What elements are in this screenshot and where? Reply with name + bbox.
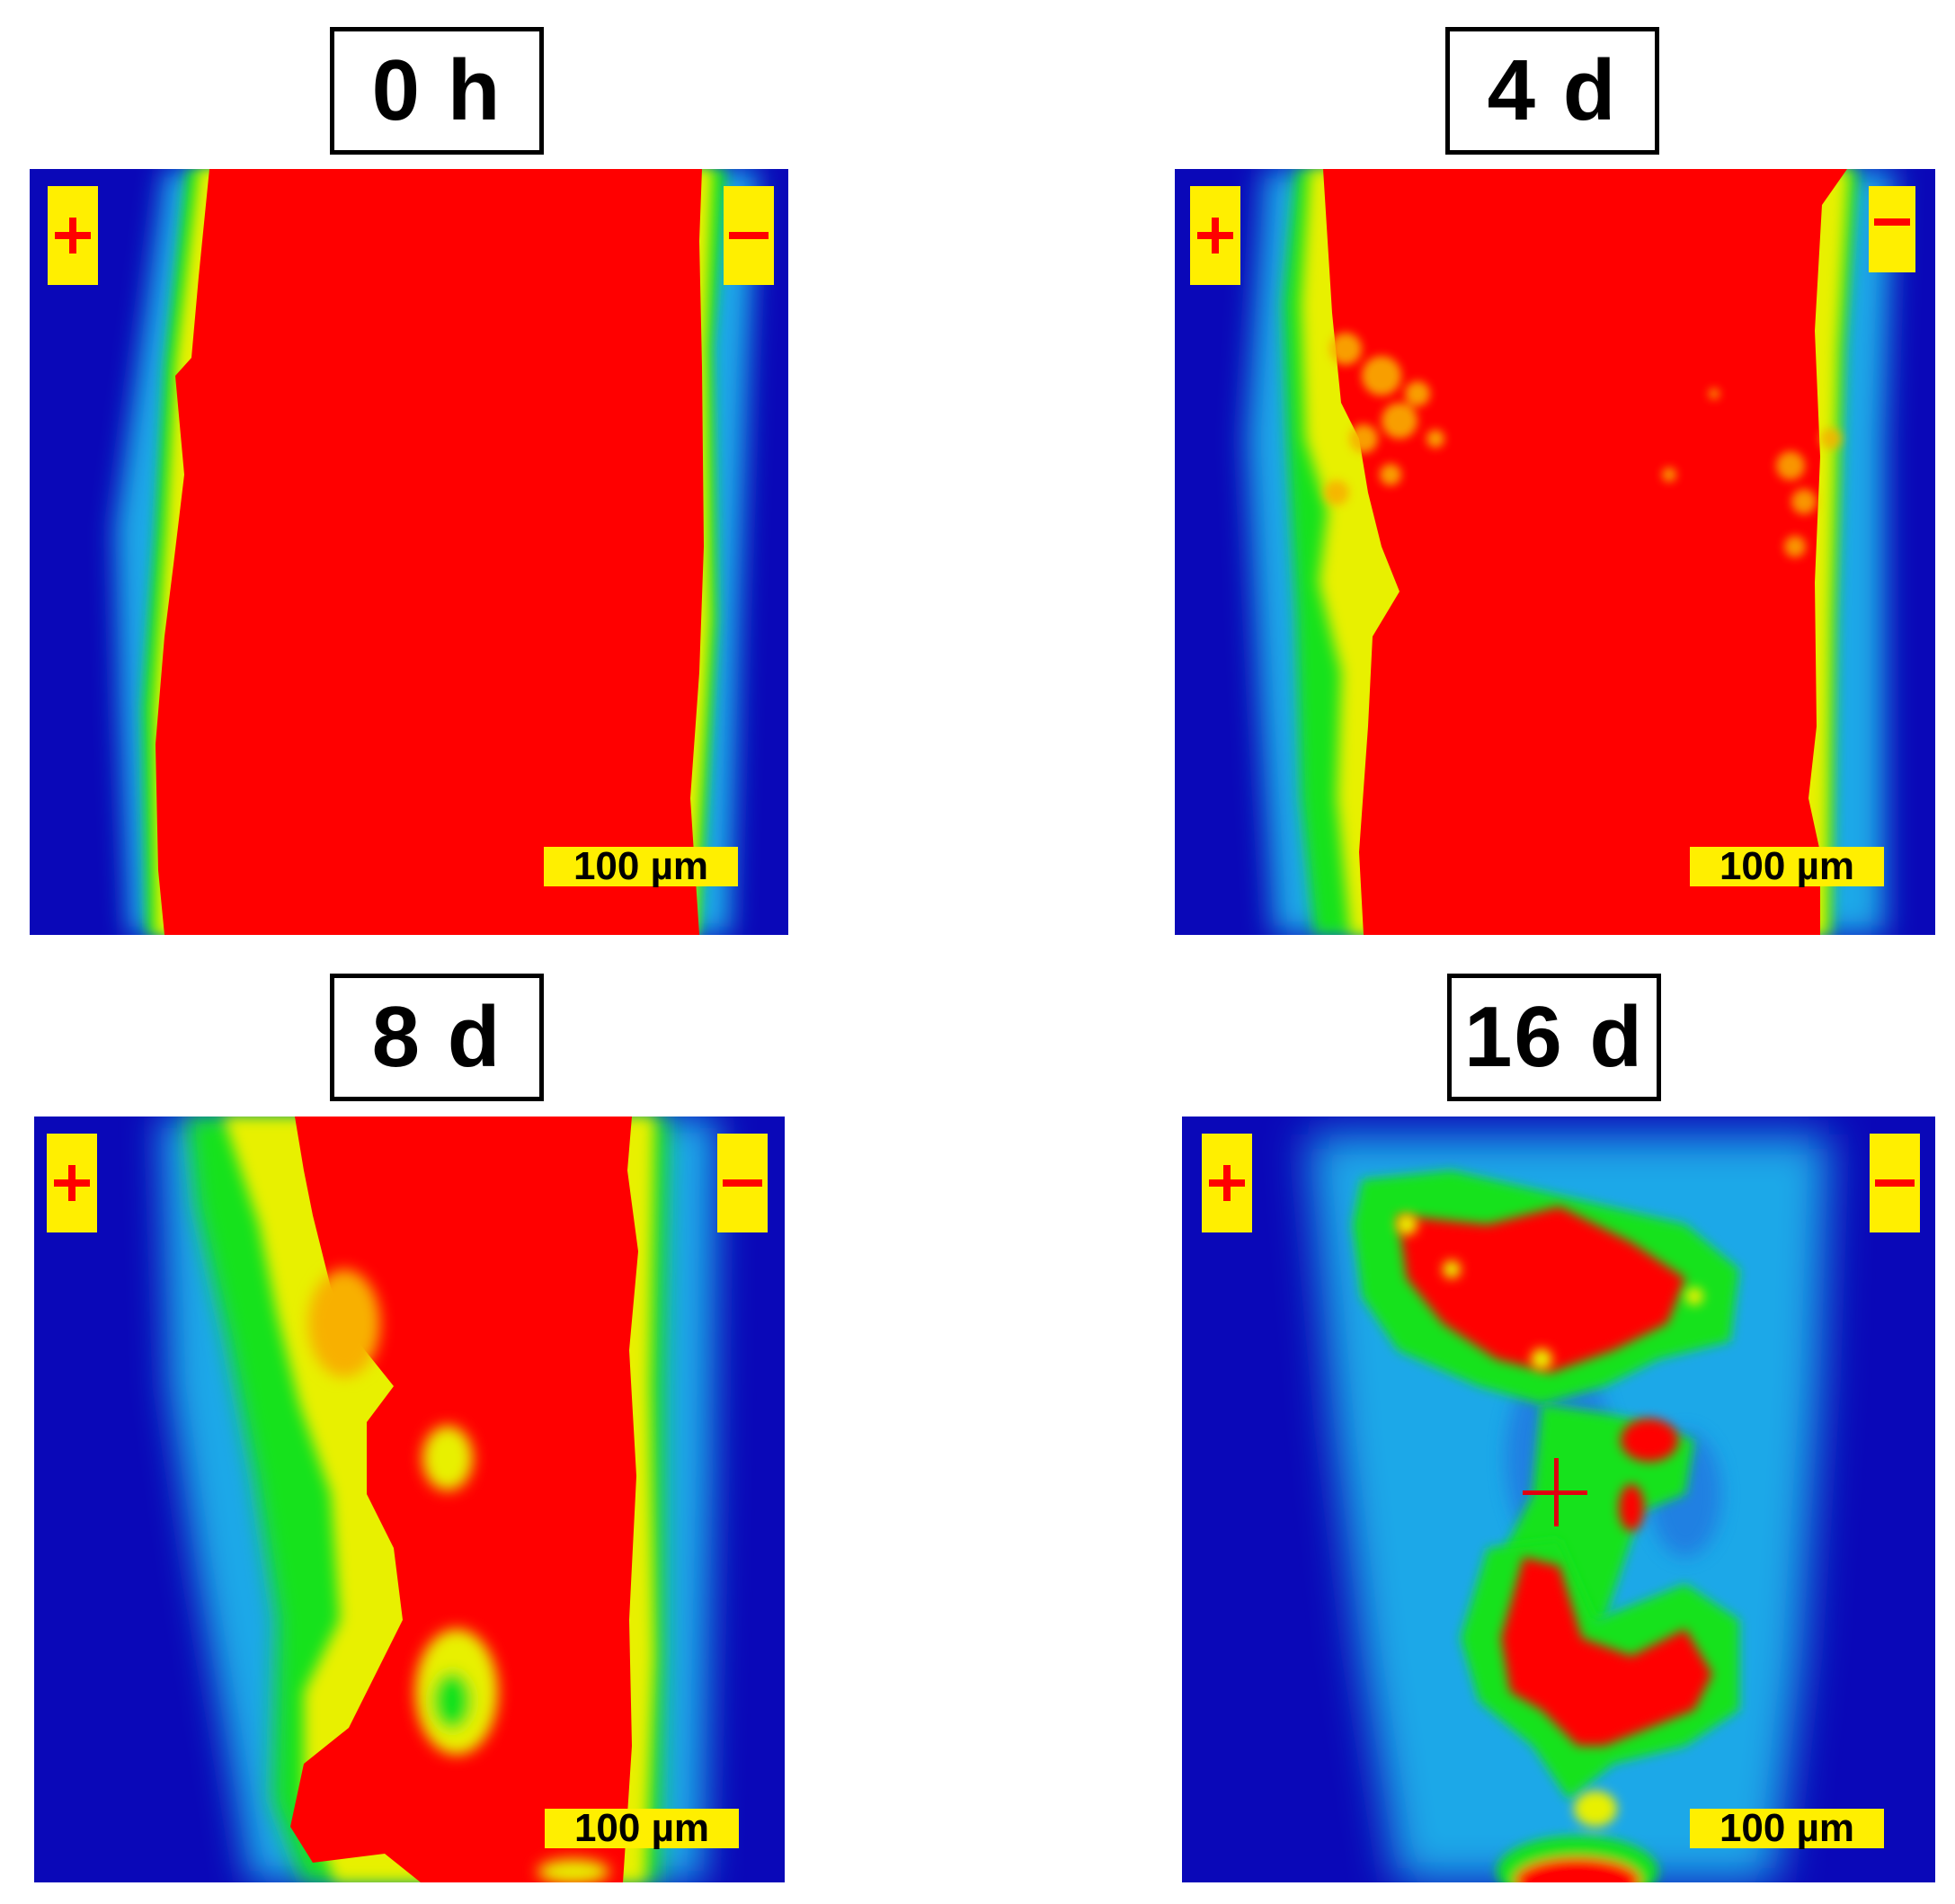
negative-pole-badge <box>724 186 774 285</box>
panel-title-4d: 4 d <box>1445 27 1659 155</box>
crosshair-icon <box>1523 1458 1587 1526</box>
positive-pole-badge <box>1202 1134 1252 1232</box>
scale-bar-label: 100 µm <box>545 1809 739 1848</box>
positive-pole-badge <box>1190 186 1240 285</box>
heatmap-image-16d <box>1182 1117 1935 1882</box>
negative-pole-badge <box>1869 186 1915 272</box>
plus-sign-icon <box>1209 1165 1245 1201</box>
plus-sign-icon <box>54 1165 90 1201</box>
minus-sign-icon <box>723 1179 762 1187</box>
plus-sign-icon <box>55 218 91 254</box>
scale-bar-label: 100 µm <box>1690 1809 1884 1848</box>
heatmap-panel-16d: 100 µm <box>1182 1117 1935 1882</box>
heatmap-image-8d <box>34 1117 785 1882</box>
panel-title-0h: 0 h <box>330 27 544 155</box>
heatmap-panel-0h: 100 µm <box>30 169 788 935</box>
minus-sign-icon <box>1875 1179 1915 1187</box>
heatmap-image-4d <box>1175 169 1935 935</box>
heatmap-panel-8d: 100 µm <box>34 1117 785 1882</box>
minus-sign-icon <box>1874 218 1910 226</box>
scale-bar-label: 100 µm <box>544 847 738 886</box>
heatmap-panel-4d: 100 µm <box>1175 169 1935 935</box>
panel-title-8d: 8 d <box>330 974 544 1101</box>
minus-sign-icon <box>729 232 769 239</box>
plus-sign-icon <box>1197 218 1233 254</box>
scale-bar-label: 100 µm <box>1690 847 1884 886</box>
negative-pole-badge <box>717 1134 768 1232</box>
positive-pole-badge <box>48 186 98 285</box>
panel-title-16d: 16 d <box>1447 974 1661 1101</box>
positive-pole-badge <box>47 1134 97 1232</box>
heatmap-image-0h <box>30 169 788 935</box>
negative-pole-badge <box>1870 1134 1920 1232</box>
